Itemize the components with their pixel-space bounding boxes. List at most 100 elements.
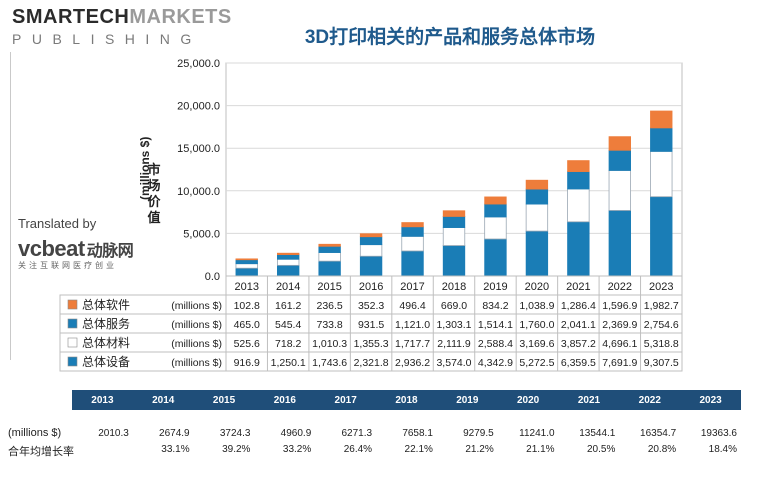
bar-segment [442,210,466,217]
summary-total-label: (millions $) [8,427,62,439]
data-label: 2,754.6 [644,319,679,331]
unit-label: (millions $) [171,338,222,350]
bar-segment [608,170,631,211]
summary-cagr-value: 22.1% [404,444,433,455]
summary-total-value: 3724.3 [219,428,251,439]
data-label: 718.2 [275,338,301,350]
summary-total-value: 16354.7 [640,428,677,439]
data-label: 102.8 [234,300,260,312]
bar-segment [567,188,590,223]
data-label: 465.0 [234,319,260,331]
unit-label: (millions $) [171,357,222,369]
bar-segment [567,160,590,172]
bar-segment [401,235,424,252]
bar-segment [401,226,424,237]
y-tick-label: 0.0 [205,271,220,283]
bar-segment [277,264,300,277]
bar-segment [484,216,507,240]
data-label: 2,936.2 [395,357,430,369]
data-label: 352.3 [358,300,384,312]
legend-label: 总体软件 [82,298,130,312]
data-label: 9,307.5 [644,357,679,369]
legend-label: 总体服务 [82,316,130,331]
logo-word-1: SMARTECH [12,6,130,28]
bar-segment [484,196,507,205]
y-tick-label: 15,000.0 [177,143,220,155]
data-label: 931.5 [358,319,384,331]
bar-segment [401,250,424,277]
data-label: 834.2 [482,300,508,312]
unit-label: (millions $) [171,319,222,331]
data-label: 1,760.0 [519,319,554,331]
data-label: 6,359.5 [561,357,596,369]
data-label: 4,696.1 [602,338,637,350]
stacked-bar-chart: 0.0 5,000.0 10,000.0 15,000.0 20,000.0 25,000… [59,58,683,372]
bar-segment [277,252,300,255]
summary-total-value: 19363.6 [700,428,737,439]
bar-segment [401,222,424,228]
legend-swatch [67,318,78,329]
summary-total-value: 6271.3 [341,428,373,439]
translator-logo: vcbeat 动脉网 关注互联网医疗创业 [18,236,148,271]
data-label: 669.0 [441,300,467,312]
summary-total-value: 11241.0 [519,428,555,439]
data-label: 236.5 [316,300,342,312]
summary-header-bar [72,390,741,410]
data-label: 1,250.1 [271,357,306,369]
x-tick-label: 2017 [400,281,424,293]
summary-cagr-value: 39.2% [222,444,251,455]
bar-segment [235,267,258,277]
data-label: 1,717.7 [395,338,430,350]
summary-cagr-value: 21.1% [526,444,555,455]
bar-segment [525,188,549,205]
summary-cagr-value: 26.4% [343,444,373,455]
bar-segment [235,259,258,265]
summary-year: 2021 [577,395,601,406]
summary-total-value: 2674.9 [159,428,190,439]
x-tick-label: 2022 [608,281,632,293]
bar-segment [318,252,341,262]
translator-tagline: 关注互联网医疗创业 [18,261,117,270]
x-tick-label: 2014 [276,281,300,293]
data-label: 733.8 [316,319,342,331]
bar-segment [525,179,549,190]
data-label: 3,574.0 [436,357,471,369]
summary-year: 2020 [517,395,540,406]
x-tick-label: 2021 [566,281,590,293]
bar-segment [359,255,383,277]
summary-cagr-value: 20.5% [587,444,616,455]
bar-segment [567,221,590,277]
bar-segment [442,245,466,277]
data-label: 1,286.4 [561,300,596,312]
legend-label: 总体材料 [82,336,130,350]
x-tick-label: 2018 [442,281,466,293]
summary-cagr-value: 33.1% [161,444,190,455]
data-label: 3,857.2 [561,338,596,350]
summary-cagr-value: 33.2% [282,444,312,455]
summary-cagr-label: 合年均增长率 [8,446,74,458]
left-divider [10,52,11,360]
summary-year: 2013 [91,395,114,406]
bar-segment [608,149,631,171]
x-tick-label: 2023 [649,281,673,293]
bar-segment [650,127,673,152]
bar-segment [277,254,300,260]
bar-segment [650,196,673,277]
data-label: 161.2 [275,300,301,312]
bar-segment [484,203,507,218]
legend-swatch [67,337,78,348]
summary-year: 2018 [395,395,418,406]
summary-cagr-value: 20.8% [647,444,677,455]
summary-year: 2015 [212,395,236,406]
data-label: 2,369.9 [602,319,637,331]
data-label: 1,596.9 [602,300,637,312]
data-label: 4,342.9 [478,357,513,369]
data-label: 496.4 [399,300,425,312]
translator-cn-name: 动脉网 [86,243,134,260]
data-label: 5,272.5 [519,357,554,369]
summary-cagr-value: 21.2% [465,444,494,455]
summary-year: 2016 [273,395,296,406]
logo-word-3: PUBLISHING [12,31,202,47]
data-label: 3,169.6 [519,338,554,350]
x-tick-label: 2020 [525,281,549,293]
